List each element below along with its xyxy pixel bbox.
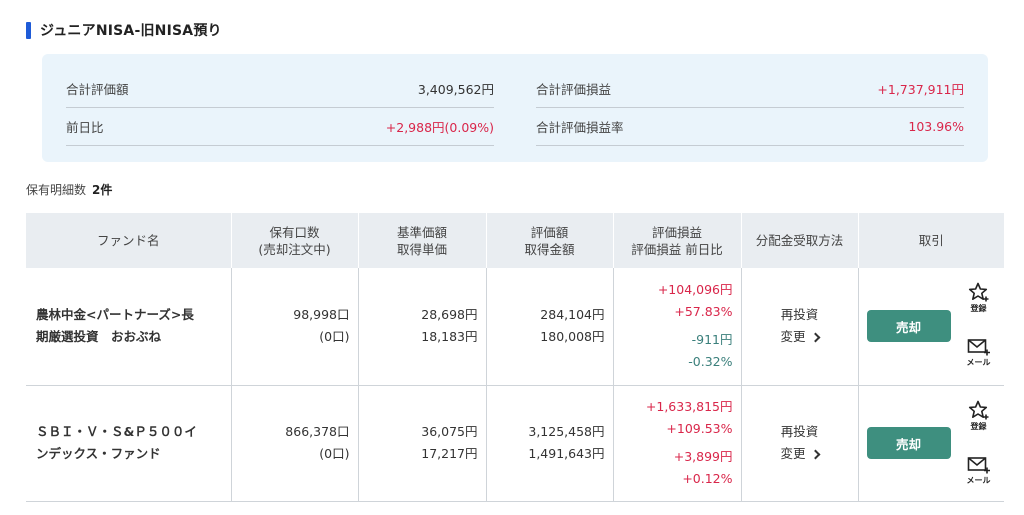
header-fund: ファンド名 — [26, 213, 232, 268]
holdings-table: ファンド名 保有口数 (売却注文中) 基準価額 取得単価 評価額 取得金額 評価損益評… — [26, 213, 1004, 502]
summary-total-pl: 合計評価損益 +1,737,911円 — [536, 70, 964, 108]
dist-cell: 再投資 変更 — [741, 385, 859, 502]
dist-change-link[interactable]: 変更 — [780, 326, 820, 348]
mail-alert-button[interactable]: メール — [961, 338, 997, 368]
register-favorite-button[interactable]: 登録 — [961, 282, 997, 314]
summary-panel: 合計評価額 3,409,562円 前日比 +2,988円(0.09%) 合計評価… — [42, 54, 988, 162]
dist-method: 再投資 — [780, 424, 819, 439]
section-title: ジュニアNISA-旧NISA預り — [26, 20, 222, 40]
pl-cell: +104,096円 +57.83% -911円 -0.32% — [613, 268, 742, 386]
mail-plus-icon — [967, 456, 990, 473]
sell-button[interactable]: 売却 — [866, 427, 951, 459]
fund-name-link[interactable]: ＳＢＩ・Ｖ・Ｓ&Ｐ５００イ ンデックス・ファンド — [26, 385, 232, 502]
fund-name-link[interactable]: 農林中金<パートナーズ>長 期厳選投資 おおぶね — [26, 268, 232, 386]
header-amount: 評価額 取得金額 — [486, 213, 614, 268]
units-cell: 98,998口 (0口) — [231, 268, 359, 386]
summary-prev-day: 前日比 +2,988円(0.09%) — [66, 108, 494, 146]
section-title-text: ジュニアNISA-旧NISA預り — [40, 23, 222, 39]
mail-plus-icon — [967, 339, 990, 356]
trade-cell: 売却 登録 メール — [858, 268, 1004, 386]
pl-cell: +1,633,815円 +109.53% +3,899円 +0.12% — [613, 385, 742, 502]
chevron-right-icon — [810, 332, 820, 343]
summary-total-value: 合計評価額 3,409,562円 — [66, 70, 494, 108]
table-header-row: ファンド名 保有口数 (売却注文中) 基準価額 取得単価 評価額 取得金額 評価損益評… — [26, 213, 1004, 268]
summary-total-pl-rate: 合計評価損益率 103.96% — [536, 108, 964, 146]
table-row: 農林中金<パートナーズ>長 期厳選投資 おおぶね 98,998口 (0口) 28… — [26, 268, 1004, 386]
price-cell: 28,698円 18,183円 — [358, 268, 487, 386]
price-cell: 36,075円 17,217円 — [358, 385, 487, 502]
sell-button[interactable]: 売却 — [866, 310, 951, 343]
dist-method: 再投資 — [780, 307, 819, 323]
amount-cell: 3,125,458円 1,491,643円 — [486, 385, 614, 502]
header-units: 保有口数 (売却注文中) — [231, 213, 359, 268]
star-plus-icon — [968, 400, 988, 419]
units-cell: 866,378口 (0口) — [231, 385, 359, 502]
star-plus-icon — [968, 282, 988, 302]
amount-cell: 284,104円 180,008円 — [486, 268, 614, 386]
table-row: ＳＢＩ・Ｖ・Ｓ&Ｐ５００イ ンデックス・ファンド 866,378口 (0口) 3… — [26, 385, 1004, 502]
dist-change-link[interactable]: 変更 — [780, 443, 820, 465]
header-price: 基準価額 取得単価 — [358, 213, 487, 268]
holdings-count: 保有明細数 2件 — [26, 183, 113, 197]
header-trade: 取引 — [858, 213, 1004, 268]
section-accent-bar — [26, 21, 31, 39]
trade-cell: 売却 登録 メール — [858, 385, 1004, 502]
dist-cell: 再投資 変更 — [741, 268, 859, 386]
header-pl: 評価損益 評価損益 前日比 — [613, 213, 742, 268]
mail-alert-button[interactable]: メール — [961, 456, 997, 486]
register-favorite-button[interactable]: 登録 — [961, 400, 997, 432]
header-dist: 分配金受取方法 — [741, 213, 859, 268]
chevron-right-icon — [810, 449, 820, 459]
